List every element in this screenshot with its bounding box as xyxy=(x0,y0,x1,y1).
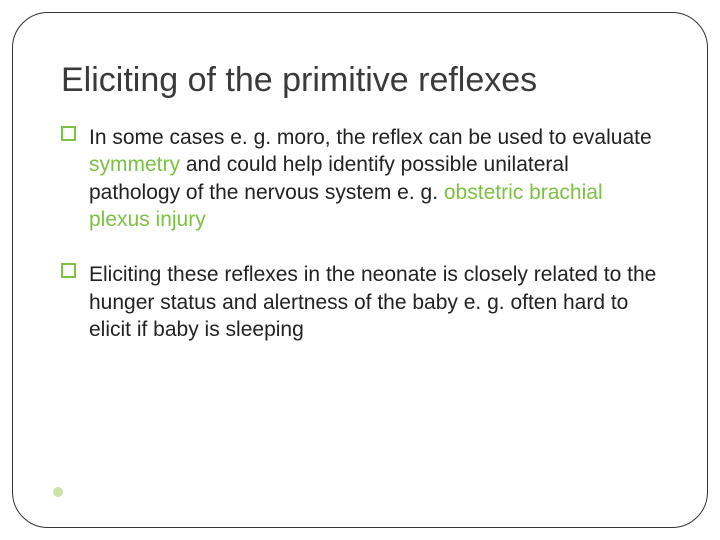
slide-frame: Eliciting of the primitive reflexes In s… xyxy=(12,12,708,528)
bullet-item: In some cases e. g. moro, the reflex can… xyxy=(61,124,659,233)
square-bullet-icon xyxy=(61,263,76,278)
bullet-text-pre: In some cases e. g. moro, the reflex can… xyxy=(89,126,652,149)
slide-title: Eliciting of the primitive reflexes xyxy=(61,61,659,100)
bullet-item: Eliciting these reflexes in the neonate … xyxy=(61,261,659,343)
bullet-text-pre: Eliciting these reflexes in the neonate … xyxy=(89,263,656,341)
bullet-highlight: symmetry xyxy=(89,153,180,176)
square-bullet-icon xyxy=(61,126,76,141)
footer-dot-icon xyxy=(53,487,63,497)
